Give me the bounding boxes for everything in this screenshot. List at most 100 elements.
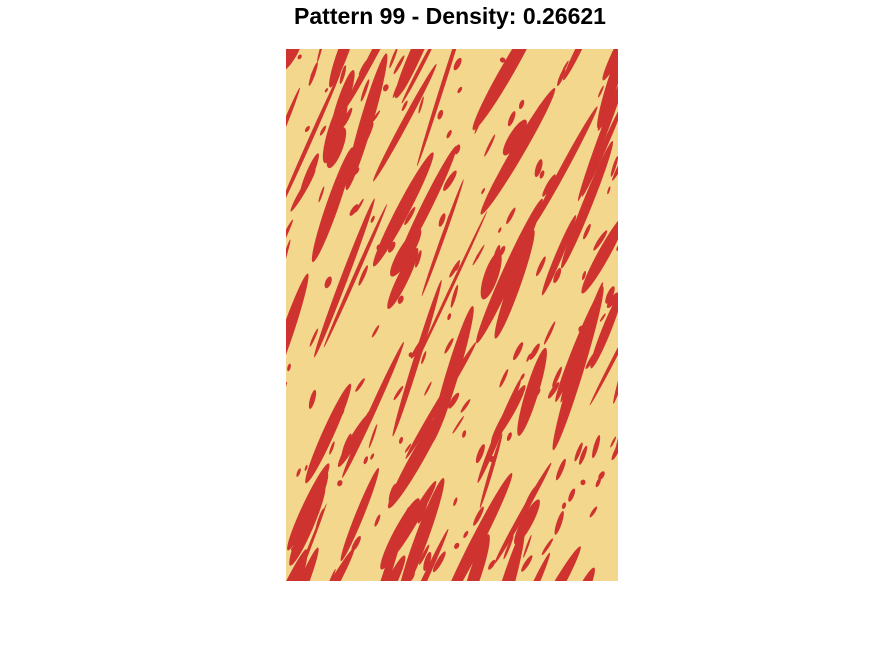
speckle <box>581 270 587 281</box>
speckle <box>417 499 428 524</box>
streak <box>439 472 513 581</box>
speckle <box>363 456 369 465</box>
speckle <box>606 292 618 309</box>
speckle <box>535 501 539 506</box>
streak <box>515 546 581 581</box>
speckle <box>393 385 404 401</box>
speckle <box>389 49 398 69</box>
speckle <box>329 441 335 455</box>
streak <box>472 49 542 131</box>
speckle <box>401 100 408 112</box>
pattern-streaks <box>286 49 618 581</box>
speckle <box>337 480 343 487</box>
speckle <box>317 49 324 63</box>
speckle <box>397 295 404 304</box>
streak <box>597 49 618 129</box>
speckle <box>304 125 310 133</box>
speckle <box>324 276 332 289</box>
speckle <box>319 473 329 499</box>
speckle <box>521 555 533 572</box>
streak <box>344 49 419 110</box>
speckle <box>353 167 360 176</box>
streak <box>401 49 438 104</box>
speckle <box>364 407 375 422</box>
streak <box>531 106 598 229</box>
streak <box>555 290 602 403</box>
streak <box>392 279 442 437</box>
streak <box>289 548 355 581</box>
streak <box>589 303 618 406</box>
speckle <box>457 86 463 94</box>
plot-title: Pattern 99 - Density: 0.26621 <box>294 3 606 29</box>
speckle <box>450 284 459 308</box>
speckle <box>325 568 336 581</box>
speckle <box>449 260 461 278</box>
speckle <box>318 186 325 203</box>
speckle <box>473 506 484 526</box>
streak <box>396 145 457 266</box>
speckle <box>372 110 381 123</box>
streak <box>491 385 526 443</box>
speckle <box>324 88 329 93</box>
speckle <box>392 77 403 98</box>
speckle <box>578 445 588 465</box>
streak <box>480 88 556 215</box>
streak <box>494 229 535 339</box>
speckle <box>526 353 531 362</box>
speckle <box>432 551 446 573</box>
speckle <box>489 456 495 463</box>
speckle <box>418 96 424 114</box>
speckle <box>492 245 501 264</box>
speckle <box>387 241 396 253</box>
speckle <box>309 328 319 347</box>
speckle <box>388 483 397 503</box>
speckle <box>531 509 537 516</box>
speckle <box>368 424 378 449</box>
speckle <box>308 62 318 86</box>
speckle <box>585 348 600 369</box>
speckle <box>498 245 506 257</box>
speckle <box>574 442 583 462</box>
streak <box>329 49 358 88</box>
speckle <box>555 458 566 481</box>
speckle <box>398 436 404 444</box>
streak <box>345 53 388 191</box>
speckle <box>319 125 327 136</box>
speckle <box>454 542 460 549</box>
speckle <box>355 378 365 392</box>
speckle <box>510 253 523 272</box>
streak <box>502 119 527 156</box>
speckle <box>475 254 480 260</box>
speckle <box>568 488 576 502</box>
streak <box>494 462 552 564</box>
speckle <box>462 430 467 438</box>
streak <box>326 127 347 169</box>
speckle <box>315 508 324 531</box>
speckle <box>355 198 364 213</box>
speckle <box>475 444 485 464</box>
speckle <box>404 206 416 225</box>
speckle <box>460 558 465 565</box>
speckle <box>341 433 352 458</box>
streak <box>517 347 547 436</box>
speckle <box>543 321 556 345</box>
streak <box>581 214 618 294</box>
speckle <box>454 144 461 155</box>
speckle <box>446 130 452 139</box>
speckle <box>598 471 605 480</box>
speckle <box>518 99 525 110</box>
streak <box>373 63 437 182</box>
speckle <box>424 381 432 396</box>
speckle <box>507 111 516 127</box>
streak <box>311 147 354 263</box>
streak <box>480 251 502 300</box>
speckle <box>557 68 566 86</box>
speckle <box>574 228 577 233</box>
speckle <box>448 392 460 409</box>
speckle <box>553 267 562 284</box>
speckle <box>376 244 382 251</box>
speckle <box>297 54 302 60</box>
streak <box>391 481 437 558</box>
streak <box>286 87 300 184</box>
streak <box>416 49 470 167</box>
